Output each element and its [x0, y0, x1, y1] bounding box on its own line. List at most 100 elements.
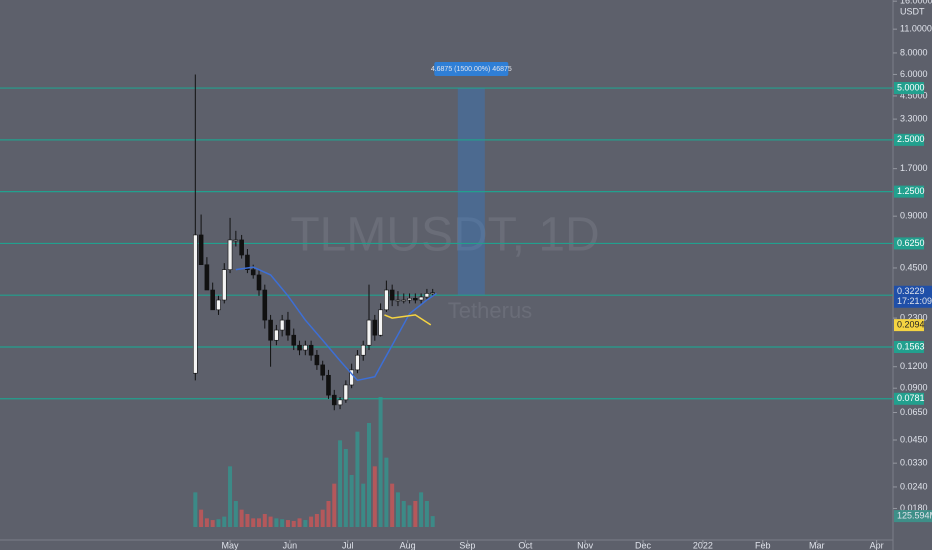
x-tick-label: Mar — [809, 540, 825, 550]
volume-bar — [332, 483, 337, 527]
candle-body — [268, 319, 273, 341]
candle-body — [372, 319, 378, 336]
candle-body — [221, 269, 227, 301]
candle-body — [210, 289, 215, 311]
y-tick-label: 4.5000 — [900, 90, 928, 100]
level-label-bg — [894, 133, 924, 146]
volume-bar — [193, 492, 198, 527]
y-tick-label: 0.0650 — [900, 407, 928, 417]
candle-body — [326, 374, 331, 396]
candle-body — [366, 319, 372, 346]
level-label-bg — [894, 392, 924, 405]
candle-body — [274, 329, 279, 341]
y-tick-label: 8.0000 — [900, 47, 928, 57]
watermark: TLMUSDT, 1D — [290, 209, 599, 262]
volume-bar — [280, 519, 285, 527]
volume-bar — [210, 520, 215, 527]
projection-label: 4.6875 (1500.00%) 46875 — [431, 66, 512, 73]
x-tick-label: Dec — [635, 540, 652, 550]
ma-line — [384, 314, 432, 326]
volume-bar — [222, 516, 227, 527]
volume-bar — [257, 518, 262, 527]
level-label: 0.6250 — [897, 238, 925, 248]
level-label: 0.1563 — [897, 341, 925, 351]
candle-body — [331, 394, 337, 406]
y-tick-label: 3.3000 — [900, 113, 928, 123]
y-tick-label: 16.0000 — [900, 0, 932, 6]
y-tick-label: 0.0900 — [900, 383, 928, 393]
volume-bar — [239, 509, 244, 527]
x-tick-label: May — [222, 540, 240, 550]
candle-body — [308, 344, 314, 356]
volume-bar — [355, 431, 360, 527]
y-tick-label: 0.0450 — [900, 434, 928, 444]
candle-body — [239, 239, 244, 256]
volume-bar — [395, 492, 400, 527]
volume-bar — [384, 457, 389, 527]
candle-body — [320, 364, 325, 376]
candle-body — [355, 354, 360, 371]
volume-bar — [320, 509, 325, 527]
candle-body — [360, 344, 366, 356]
volume-bar — [326, 501, 331, 527]
ma-price-bg — [894, 319, 924, 332]
x-tick-label: Oct — [518, 540, 533, 550]
volume-bar — [233, 501, 238, 527]
volume-bar — [338, 440, 343, 527]
y-tick-label: 0.1200 — [900, 361, 928, 371]
candle-body — [424, 293, 430, 298]
x-tick-label: Sep — [459, 540, 475, 550]
y-tick-label: 6.0000 — [900, 69, 928, 79]
volume-bar — [372, 466, 377, 527]
y-tick-label: 1.7000 — [900, 163, 928, 173]
candle-body — [337, 399, 343, 406]
candle-body — [198, 234, 204, 266]
volume-bar — [413, 501, 418, 527]
y-tick-label: 0.0180 — [900, 503, 928, 513]
candle-body — [343, 384, 349, 401]
volume-bar — [216, 519, 221, 527]
volume-bar — [378, 397, 383, 527]
x-tick-label: Jul — [342, 540, 354, 550]
x-tick-label: Apr — [870, 540, 884, 550]
candle-body — [285, 319, 291, 336]
volume-bar — [343, 449, 348, 527]
volume-bar — [419, 492, 424, 527]
candle-body — [250, 269, 256, 276]
candle-body — [303, 344, 308, 351]
candle-body — [407, 297, 412, 301]
volume-bar — [297, 518, 302, 527]
y-tick-label: 11.0000 — [900, 24, 932, 34]
volume-bar — [314, 514, 319, 527]
x-tick-label: 2022 — [693, 540, 713, 550]
candle-body — [291, 334, 297, 346]
projection-label-bg — [434, 62, 509, 77]
candle-body — [389, 289, 395, 301]
level-label: 0.0781 — [897, 393, 925, 403]
volume-bar — [268, 516, 273, 527]
candle-body — [430, 292, 436, 295]
candle-body — [418, 296, 424, 301]
y-tick-label: 0.9000 — [900, 211, 928, 221]
level-label: 5.0000 — [897, 82, 925, 92]
candle-body — [216, 299, 221, 311]
candle-body — [193, 234, 198, 374]
volume-bar — [367, 423, 372, 527]
candle-body — [262, 289, 268, 321]
volume-bar — [285, 520, 290, 527]
candle-body — [349, 369, 354, 386]
countdown: 17:21:09 — [897, 296, 932, 306]
volume-bar — [204, 518, 209, 527]
volume-bar — [199, 509, 204, 527]
level-label-bg — [894, 237, 924, 250]
volume-bar — [407, 505, 412, 527]
volume-bar — [228, 466, 233, 527]
current-price: 0.3229 — [897, 286, 925, 296]
volume-bar — [349, 475, 354, 527]
volume-bar — [401, 501, 406, 527]
x-tick-label: Feb — [755, 540, 771, 550]
volume-bar — [262, 514, 267, 527]
candle-body — [233, 239, 239, 242]
